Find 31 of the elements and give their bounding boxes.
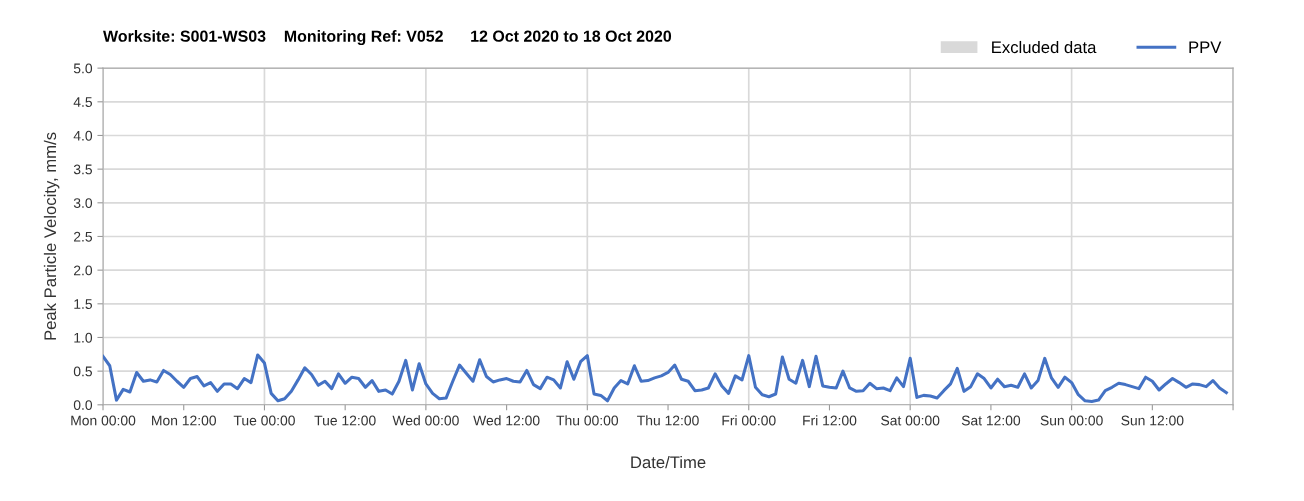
legend-label: PPV (1189, 41, 1222, 54)
x-tick-label: Tue 00:00 (233, 415, 295, 426)
x-tick-label: Tue 12:00 (314, 415, 376, 426)
legend-label: Excluded data (992, 40, 1097, 54)
x-tick-label: Fri 00:00 (722, 415, 776, 426)
y-tick-label: 0.0 (73, 400, 93, 410)
x-tick-label: Fri 12:00 (803, 415, 857, 426)
x-tick-label: Sat 00:00 (881, 415, 940, 426)
x-tick-label: Wed 00:00 (392, 415, 459, 426)
x-tick-label: Mon 12:00 (152, 415, 217, 426)
y-tick-label: 2.5 (73, 231, 93, 242)
x-tick-label: Thu 00:00 (556, 415, 619, 426)
y-tick-label: 1.0 (74, 332, 93, 343)
line-series (103, 353, 1228, 403)
chart-title: Worksite: S001-WS03 Monitoring Ref: V052 12 Oct 2020 to 18 Oct 2020 (103, 30, 672, 46)
y-tick-label: 3.5 (73, 164, 93, 175)
x-axis-title: Date/Time (631, 455, 706, 469)
x-tick-label: Wed 12:00 (473, 415, 540, 426)
x-tick-label: Sat 12:00 (961, 415, 1021, 426)
x-tick-label: Sun 12:00 (1121, 415, 1184, 426)
x-tick-label: Sun 00:00 (1040, 415, 1103, 426)
y-tick-label: 0.5 (73, 366, 93, 377)
y-tick-label: 4.0 (73, 130, 93, 141)
x-tick-label: Thu 12:00 (637, 415, 699, 426)
y-axis-title: Peak Particle Velocity, mm/s (43, 132, 60, 340)
y-tick-label: 5.0 (73, 63, 93, 74)
x-tick-label: Mon 00:00 (71, 415, 136, 426)
y-tick-label: 4.5 (73, 97, 93, 107)
y-tick-label: 2.0 (73, 265, 93, 276)
y-tick-label: 3.0 (73, 198, 93, 208)
y-tick-label: 1.5 (74, 299, 93, 309)
